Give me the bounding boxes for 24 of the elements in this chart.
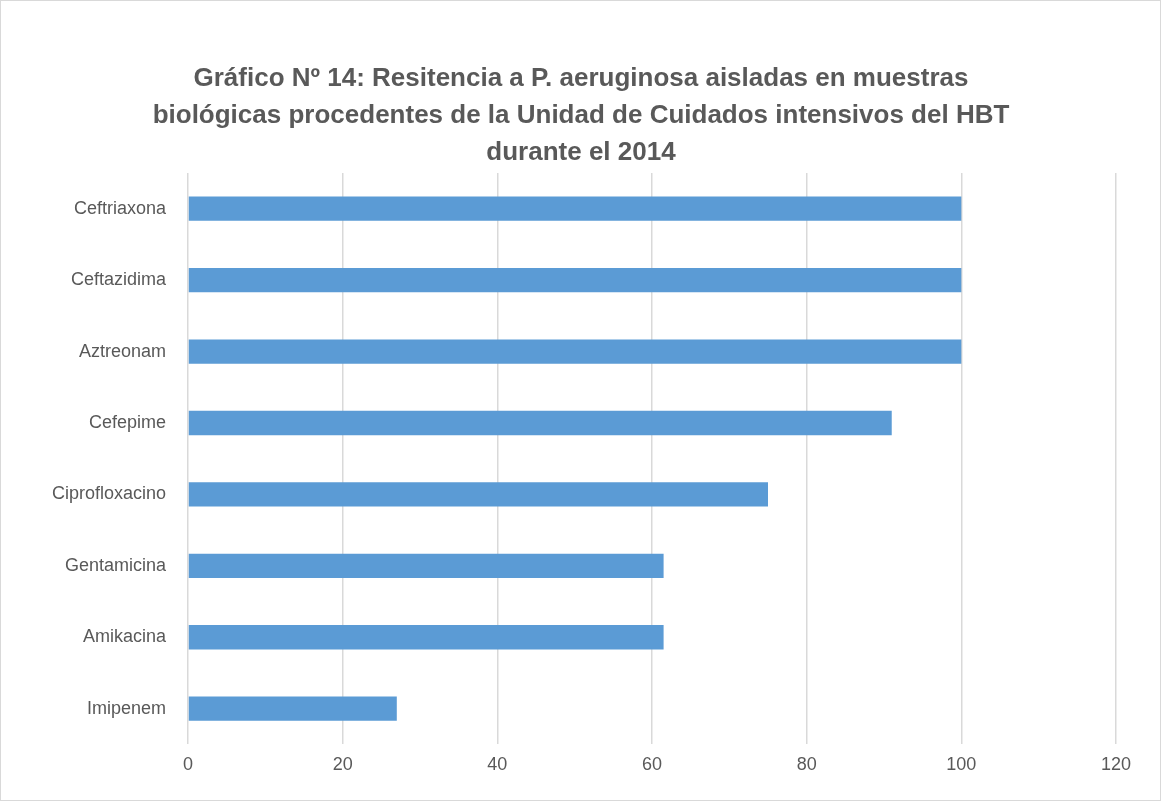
- bar: [188, 339, 962, 364]
- bar: [188, 696, 397, 721]
- bar: [188, 196, 962, 221]
- y-tick-label: Ceftriaxona: [73, 197, 167, 218]
- x-tick-label: 80: [796, 754, 817, 775]
- x-tick-label: 60: [641, 754, 663, 775]
- y-tick-label: Amikacina: [82, 626, 167, 647]
- x-tick-label: 20: [332, 754, 353, 775]
- y-tick-label: Aztreonam: [78, 340, 166, 361]
- y-tick-label: Cefepime: [88, 411, 166, 432]
- x-tick-label: 0: [182, 754, 194, 775]
- y-tick-label: Gentamicina: [64, 554, 167, 575]
- bar: [188, 553, 664, 578]
- y-tick-label: Ceftazidima: [70, 269, 167, 290]
- x-tick-label: 40: [487, 754, 508, 775]
- chart-title: Gráfico Nº 14: Resitencia a P. aeruginosa aisladas en muestras biológicas procedentes de la Unidad de Cuidados intensivos del HBT durante el 2014: [151, 61, 1011, 168]
- bar: [188, 268, 962, 293]
- bar: [188, 482, 768, 507]
- bar: [188, 410, 892, 436]
- bar: [188, 625, 664, 650]
- y-tick-label: Imipenem: [86, 697, 166, 718]
- y-tick-label: Ciprofloxacino: [51, 483, 166, 504]
- x-tick-label: 100: [946, 754, 977, 775]
- x-tick-label: 120: [1100, 754, 1132, 775]
